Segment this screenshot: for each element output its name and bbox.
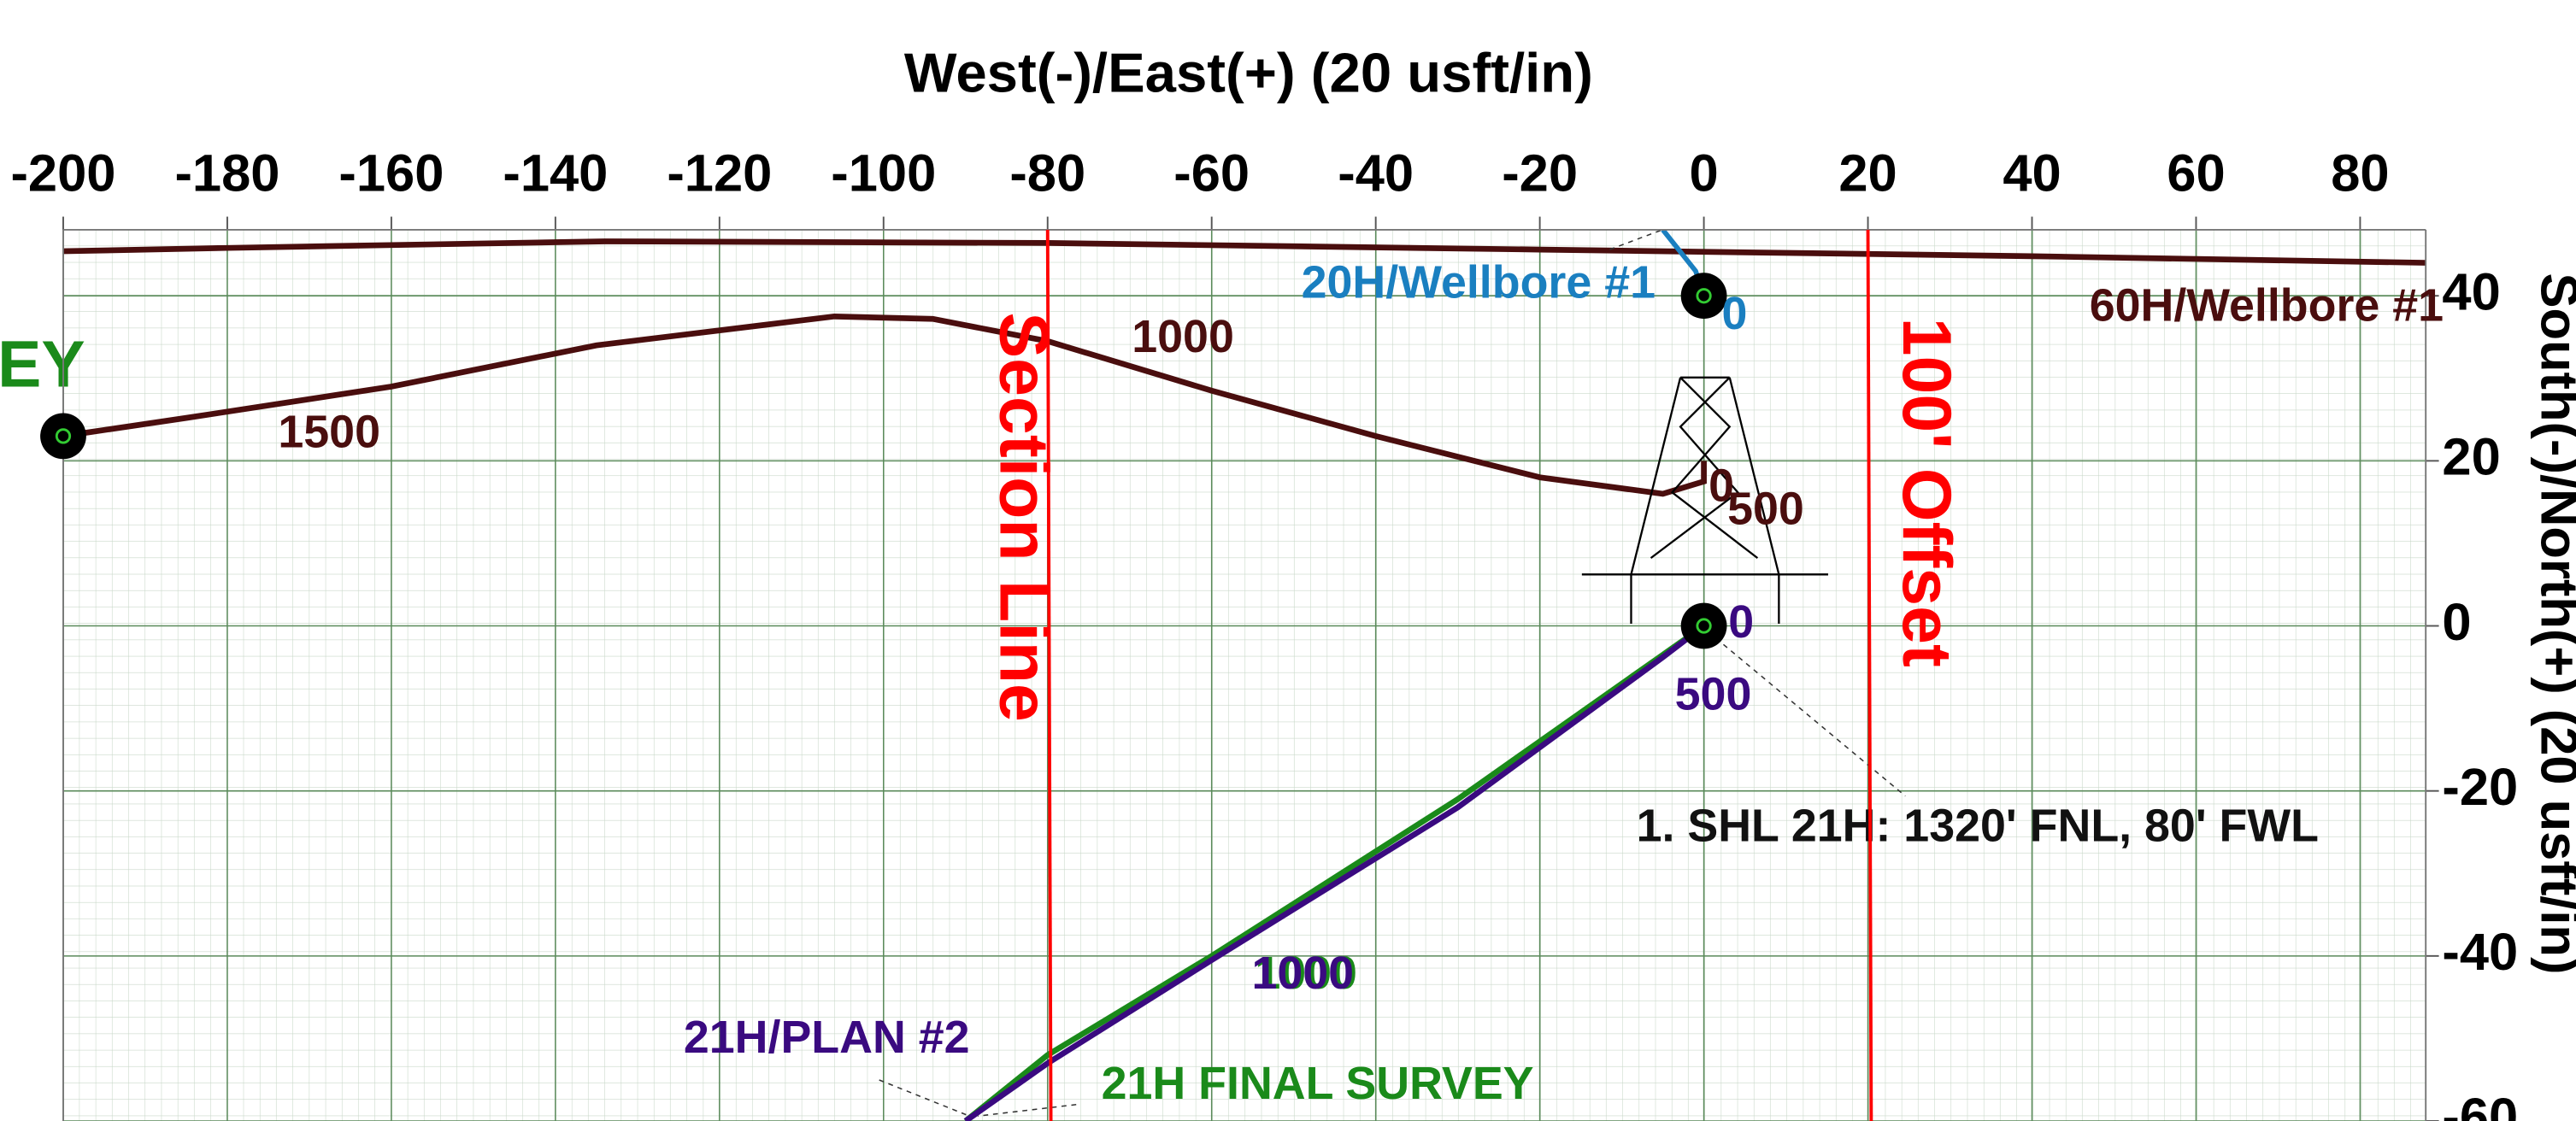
- y-tick-label: -40: [2442, 923, 2518, 982]
- y-tick-label: -20: [2442, 758, 2518, 817]
- x-tick-label: -160: [338, 144, 444, 203]
- well-center: [55, 428, 72, 444]
- annotation: EY: [0, 328, 85, 402]
- minor-grid: [62, 229, 2426, 1121]
- x-tick-label: -180: [174, 144, 279, 203]
- x-tick-label: -120: [667, 144, 772, 203]
- section-line: [1866, 229, 1873, 1121]
- x-axis-title: West(-)/East(+) (20 usft/in): [904, 42, 1593, 104]
- depth-label: 1000: [1255, 948, 1357, 999]
- depth-label: 0: [1728, 596, 1754, 648]
- x-tick-label: -60: [1173, 144, 1250, 203]
- x-tick-label: -100: [831, 144, 936, 203]
- well-marker: [1680, 273, 1727, 320]
- y-tick-label: 0: [2442, 593, 2471, 652]
- x-tick-label: 20: [1838, 144, 1897, 203]
- leaders: [879, 229, 1906, 1118]
- depth-label: 1000: [1251, 948, 1354, 999]
- x-tick-label: 0: [1689, 144, 1718, 203]
- x-tick-label: -40: [1338, 144, 1414, 203]
- y-axis-title: South(-)/North(+) (20 usft/in): [2530, 273, 2576, 974]
- depth-label: 1000: [1132, 311, 1234, 362]
- x-tick-label: 80: [2331, 144, 2389, 203]
- legend-label: 21H FINAL SURVEY: [1102, 1058, 1534, 1109]
- y-tick-label: 40: [2442, 262, 2500, 321]
- legend-label: 60H/Wellbore #1: [2090, 279, 2444, 331]
- y-tick-label: -60: [2442, 1088, 2518, 1121]
- x-tick-label: -20: [1502, 144, 1578, 203]
- depth-label: 500: [1727, 484, 1804, 535]
- depth-label: 0: [1722, 288, 1748, 339]
- well-marker: [1680, 602, 1727, 649]
- section-label: Section Line: [985, 312, 1062, 722]
- depth-label: 0: [1709, 461, 1734, 512]
- x-tick-label: -80: [1009, 144, 1085, 203]
- rig-icon: [1581, 376, 1828, 624]
- well-path: [963, 623, 1706, 1121]
- well-center: [1696, 288, 1712, 304]
- y-tick-label: 20: [2442, 428, 2500, 487]
- well-center: [1696, 618, 1712, 634]
- section-line: [1045, 229, 1053, 1121]
- section-label: 100' Offset: [1888, 318, 1965, 667]
- depth-label: 1500: [278, 406, 380, 457]
- x-tick-label: -140: [503, 144, 608, 203]
- legend-label: 21H/PLAN #2: [684, 1012, 970, 1063]
- well-marker: [40, 413, 86, 460]
- x-tick-label: 40: [2003, 144, 2061, 203]
- x-tick-label: -200: [10, 144, 115, 203]
- annotation: 1. SHL 21H: 1320' FNL, 80' FWL: [1637, 800, 2319, 851]
- legend-label: 20H/Wellbore #1: [1302, 256, 1656, 308]
- depth-label: 500: [1675, 669, 1752, 720]
- x-tick-label: 60: [2167, 144, 2225, 203]
